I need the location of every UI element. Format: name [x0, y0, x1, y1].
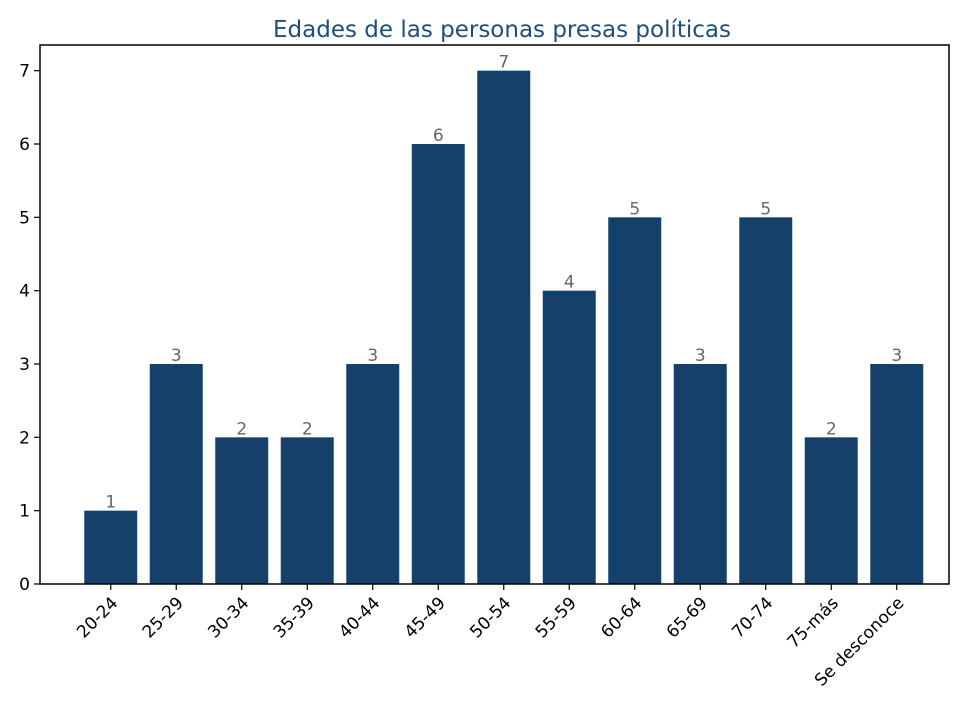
x-tick-label: 50-54 — [466, 593, 515, 642]
x-tick-label: 35-39 — [270, 593, 319, 642]
data-label: 7 — [498, 53, 509, 73]
x-tick-label: 25-29 — [139, 593, 188, 642]
data-label: 4 — [564, 273, 575, 293]
y-axis: 0 1 2 3 4 5 6 7 — [19, 62, 40, 595]
bar-se-desconoce — [870, 364, 924, 584]
bar-40-44 — [346, 364, 400, 584]
bar-20-24 — [84, 510, 138, 584]
data-label: 1 — [105, 493, 116, 513]
bar-75-más — [804, 437, 858, 584]
bar-35-39 — [280, 437, 334, 584]
x-tick-label: 70-74 — [728, 593, 777, 642]
y-tick-label: 0 — [19, 575, 30, 595]
bar-60-64 — [608, 217, 662, 585]
data-label: 3 — [171, 346, 182, 366]
x-tick-label: 45-49 — [401, 593, 450, 642]
bar-30-34 — [215, 437, 269, 584]
x-tick-label: 65-69 — [663, 593, 712, 642]
data-label: 3 — [695, 346, 706, 366]
data-label: 2 — [236, 419, 247, 439]
data-label: 5 — [629, 199, 640, 219]
y-tick-label: 7 — [19, 62, 30, 82]
bar-65-69 — [673, 364, 727, 584]
x-tick-label: 20-24 — [73, 593, 122, 642]
data-label: 3 — [367, 346, 378, 366]
bars-layer — [84, 70, 924, 585]
y-tick-label: 2 — [19, 428, 30, 448]
y-tick-label: 1 — [19, 502, 30, 522]
data-label: 6 — [433, 126, 444, 146]
y-tick-label: 3 — [19, 355, 30, 375]
x-tick-label: 30-34 — [204, 593, 253, 642]
data-label: 3 — [891, 346, 902, 366]
x-tick-label: 40-44 — [335, 593, 384, 642]
bar-25-29 — [149, 364, 203, 584]
data-label: 2 — [826, 419, 837, 439]
y-tick-label: 4 — [19, 282, 30, 302]
chart-title: Edades de las personas presas políticas — [273, 17, 731, 43]
bar-50-54 — [477, 70, 531, 584]
x-axis: 20-24 25-29 30-34 35-39 40-44 45-49 50-54 55-59… — [73, 584, 908, 691]
x-tick-label: 75-más — [784, 593, 843, 652]
bar-45-49 — [411, 144, 465, 584]
plot-frame — [39, 44, 950, 585]
x-tick-label: 55-59 — [532, 593, 581, 642]
data-labels-layer: 1 3 2 2 3 6 7 4 5 3 5 2 3 — [105, 53, 902, 513]
x-tick-label: 60-64 — [597, 593, 646, 642]
data-label: 5 — [760, 199, 771, 219]
y-tick-label: 5 — [19, 208, 30, 228]
y-tick-label: 6 — [19, 135, 30, 155]
bar-70-74 — [739, 217, 793, 585]
bar-55-59 — [542, 290, 596, 584]
data-label: 2 — [302, 419, 313, 439]
